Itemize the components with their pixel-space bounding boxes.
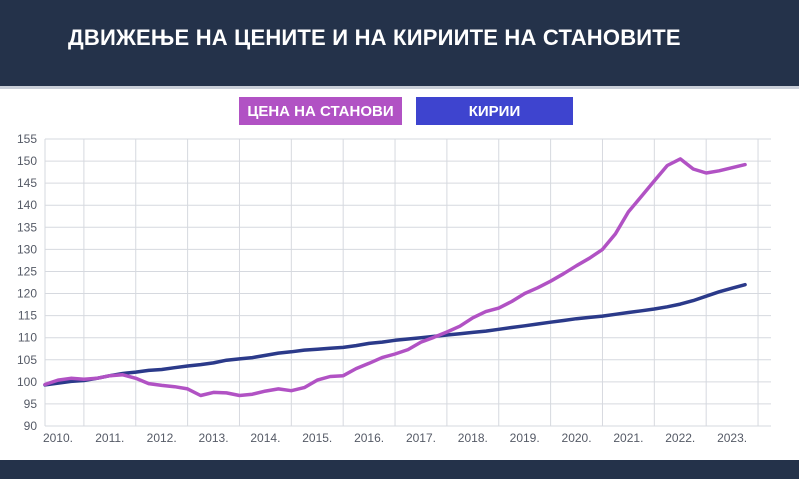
x-tick-label: 2021.	[613, 431, 643, 445]
footer-bar	[0, 460, 799, 479]
y-tick-label: 130	[17, 242, 37, 256]
y-tick-label: 155	[17, 132, 37, 146]
chart-grid	[44, 138, 771, 427]
legend-rent: КИРИИ	[416, 97, 573, 125]
series-line-price	[43, 157, 747, 398]
x-tick-label: 2013.	[199, 431, 229, 445]
y-tick-label: 135	[17, 220, 37, 234]
x-tick-label: 2019.	[510, 431, 540, 445]
x-axis-ticks: 2010. 2011. 2012. 2013. 2014. 2015. 2016. 2017.…	[43, 431, 747, 445]
x-tick-label: 2020.	[562, 431, 592, 445]
page-title: ДВИЖЕЊЕ НА ЦЕНИТЕ И НА КИРИИТЕ НА СТАНОВ…	[68, 25, 681, 50]
legend-price: ЦЕНА НА СТАНОВИ	[239, 97, 402, 125]
y-tick-label: 140	[17, 198, 37, 212]
x-tick-label: 2015.	[302, 431, 332, 445]
y-tick-label: 105	[17, 353, 37, 367]
y-tick-label: 120	[17, 287, 37, 301]
x-tick-label: 2023.	[717, 431, 747, 445]
x-tick-label: 2016.	[354, 431, 384, 445]
y-tick-label: 90	[24, 419, 38, 433]
header-bar	[0, 0, 799, 86]
chart-panel	[0, 86, 799, 463]
y-tick-label: 100	[17, 375, 37, 389]
x-tick-label: 2017.	[406, 431, 436, 445]
x-tick-label: 2012.	[147, 431, 177, 445]
x-tick-label: 2010.	[43, 431, 73, 445]
y-tick-label: 95	[24, 397, 38, 411]
x-tick-label: 2018.	[458, 431, 488, 445]
y-tick-label: 115	[18, 309, 37, 323]
y-tick-label: 145	[17, 176, 37, 190]
chart-lines	[43, 157, 747, 398]
x-tick-label: 2011.	[95, 431, 124, 445]
x-tick-label: 2014.	[250, 431, 280, 445]
y-tick-label: 110	[18, 331, 37, 345]
y-tick-label: 150	[17, 154, 37, 168]
y-axis-ticks: 155 150 145 140 135 130 125 120 115 110 105 100 95 90	[17, 132, 37, 433]
series-line-rent	[43, 282, 747, 387]
y-tick-label: 125	[17, 264, 37, 278]
x-tick-label: 2022.	[665, 431, 695, 445]
